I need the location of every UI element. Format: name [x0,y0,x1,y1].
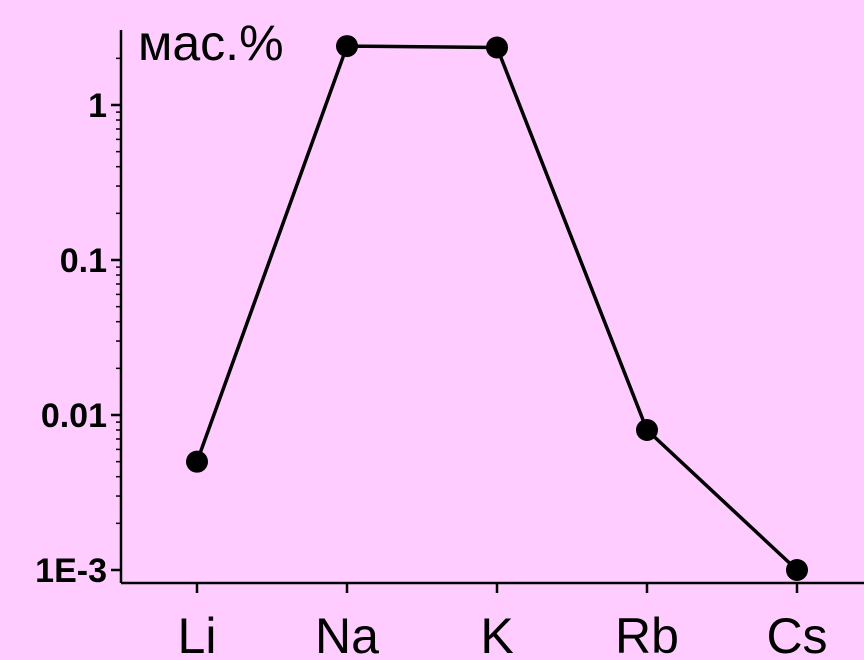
y-major-ticks [111,103,121,572]
x-tick-label: Na [315,608,379,660]
x-tick-label: Cs [766,608,827,660]
x-tick-labels: Li Na K Rb Cs [178,608,828,660]
y-tick-labels: 1 0.1 0.01 1E-3 [35,87,107,590]
y-minor-ticks [116,57,121,525]
y-tick-label: 0.1 [60,242,107,280]
y-tick-label: 1E-3 [35,552,107,590]
x-tick-label: Rb [615,608,679,660]
data-point [636,419,658,442]
y-tick-label: 1 [88,87,107,125]
data-point [336,35,358,58]
series-line [195,44,799,572]
x-major-ticks [195,583,799,593]
y-tick-label: 0.01 [41,397,107,435]
data-point [786,559,808,581]
data-point [486,36,508,59]
y-axis-unit-label: мас.% [138,15,284,71]
data-point [186,450,208,473]
x-tick-label: Li [178,608,217,660]
x-tick-label: K [480,608,513,660]
data-points [186,35,808,581]
axes [111,30,864,593]
